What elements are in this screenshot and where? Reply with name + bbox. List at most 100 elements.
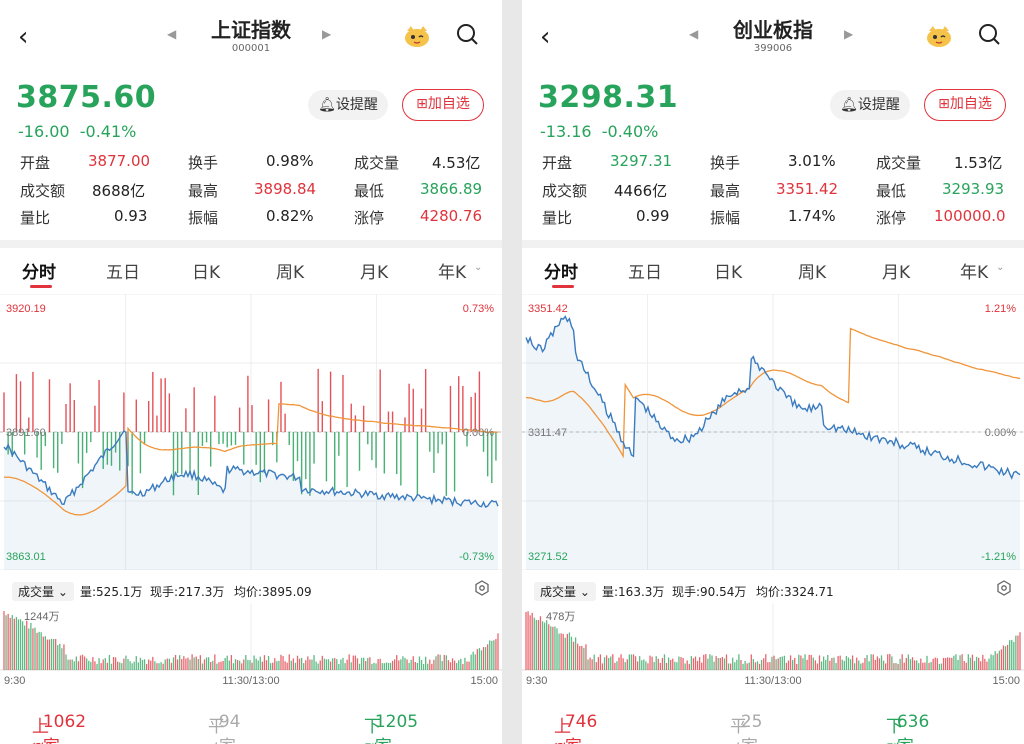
chevron-left-icon[interactable]: ‹ — [540, 22, 551, 52]
add-watchlist-button[interactable]: ⊞加自选 — [402, 89, 484, 121]
current-hand-value: 现手:217.3万 — [150, 585, 225, 599]
stat-label: 振幅 — [188, 209, 219, 227]
tab-yearly-k[interactable]: 年K — [960, 263, 989, 283]
stat-low: 3866.89 — [420, 180, 483, 198]
triangle-right-icon[interactable]: ▶ — [322, 27, 332, 41]
down-count: 下跌 1205家 — [364, 712, 419, 744]
price-area — [526, 316, 1020, 570]
avg-price-line — [525, 327, 1021, 459]
volume-dropdown[interactable]: 成交量 ⌄ — [12, 582, 74, 601]
bell-icon: 🔔︎ — [840, 97, 858, 113]
axis-bottom-price: 3271.52 — [528, 551, 568, 563]
tab-monthly-k[interactable]: 月K — [360, 263, 389, 283]
stat-label: 量比 — [20, 209, 51, 227]
stat-label: 最低 — [876, 182, 907, 200]
volume-info-bar: 成交量 ⌄ 量:525.1万 现手:217.3万 均价:3895.09 — [0, 576, 502, 602]
axis-bottom-pct: -1.21% — [981, 551, 1016, 563]
current-hand-value: 现手:90.54万 — [672, 585, 747, 599]
avg-price-value: 均价:3324.71 — [756, 585, 834, 599]
tab-5day[interactable]: 五日 — [628, 263, 662, 283]
volume-info-bar: 成交量 ⌄ 量:163.3万 现手:90.54万 均价:3324.71 — [522, 576, 1024, 602]
time-mid: 11:30/13:00 — [744, 675, 801, 687]
avg-price-line — [3, 403, 499, 516]
time-end: 15:00 — [992, 675, 1020, 687]
stat-high: 3898.84 — [254, 180, 317, 198]
stat-turnover: 0.98% — [266, 152, 314, 170]
stat-high: 3351.42 — [776, 180, 839, 198]
divider — [522, 240, 1024, 248]
volume-dropdown[interactable]: 成交量 ⌄ — [534, 582, 596, 601]
axis-top-price: 3920.19 — [6, 303, 46, 315]
stat-label: 开盘 — [542, 154, 573, 172]
axis-bottom-price: 3863.01 — [6, 551, 46, 563]
vol-max-label: 1244万 — [24, 611, 59, 623]
stat-label: 成交量 — [876, 154, 922, 172]
axis-bottom-pct: -0.73% — [459, 551, 494, 563]
avg-price-value: 均价:3895.09 — [234, 585, 312, 599]
hexagon-settings-icon[interactable] — [996, 580, 1012, 596]
stat-label: 成交额 — [542, 182, 588, 200]
set-alert-button[interactable]: 🔔︎设提醒 — [830, 90, 910, 120]
search-icon[interactable] — [977, 22, 1001, 46]
stat-label: 成交额 — [20, 182, 66, 200]
search-icon[interactable] — [455, 22, 479, 46]
tab-daily-k[interactable]: 日K — [714, 263, 743, 283]
volume-chart: 1244万 9:30 11:30/13:00 15:00 — [0, 604, 502, 687]
stat-label: 涨停 — [354, 209, 385, 227]
intraday-chart[interactable]: 3920.19 0.73% 3891.60 0.00% 3863.01 -0.73% — [0, 294, 502, 570]
stat-label: 成交量 — [354, 154, 400, 172]
price-change: -16.00 -0.41% — [18, 122, 137, 141]
axis-mid-price: 3311.47 — [528, 427, 567, 439]
plus-square-icon: ⊞ — [416, 96, 428, 112]
tab-yearly-k[interactable]: 年K — [438, 263, 467, 283]
volume-value: 量:525.1万 — [80, 585, 143, 599]
stat-open: 3297.31 — [610, 152, 673, 170]
triangle-right-icon[interactable]: ▶ — [844, 27, 854, 41]
volume-value: 量:163.3万 — [602, 585, 665, 599]
tab-monthly-k[interactable]: 月K — [882, 263, 911, 283]
set-alert-button[interactable]: 🔔︎设提醒 — [308, 90, 388, 120]
tab-intraday[interactable]: 分时 — [544, 263, 578, 283]
triangle-left-icon[interactable]: ◀ — [167, 27, 177, 41]
price-change: -13.16 -0.40% — [540, 122, 659, 141]
market-breadth: 上涨 1062家 平盘 94家 下跌 1205家 — [0, 704, 502, 744]
stat-amount: 4466亿 — [614, 182, 668, 200]
chevron-down-icon: ⌄ — [474, 262, 483, 273]
stat-turnover: 3.01% — [788, 152, 836, 170]
chart-tabs: 分时 五日 日K 周K 月K 年K ⌄ — [522, 256, 1024, 288]
axis-top-pct: 1.21% — [985, 303, 1016, 315]
header: ‹ ◀ 创业板指 399006 ▶ — [522, 0, 1024, 70]
stat-low: 3293.93 — [942, 180, 1005, 198]
mascot-icon[interactable] — [925, 24, 953, 48]
stat-ratio: 0.93 — [114, 207, 148, 225]
chevron-left-icon[interactable]: ‹ — [18, 22, 29, 52]
tab-weekly-k[interactable]: 周K — [798, 263, 827, 283]
down-count: 下跌 636家 — [886, 712, 930, 744]
add-watchlist-button[interactable]: ⊞加自选 — [924, 89, 1006, 121]
tab-daily-k[interactable]: 日K — [192, 263, 221, 283]
tab-weekly-k[interactable]: 周K — [276, 263, 305, 283]
axis-mid-pct: 0.00% — [463, 427, 494, 439]
tab-5day[interactable]: 五日 — [106, 263, 140, 283]
stat-limit: 100000.0 — [934, 207, 1006, 225]
flat-count: 平盘 94家 — [208, 712, 241, 744]
intraday-chart[interactable]: 3351.42 1.21% 3311.47 0.00% 3271.52 -1.21% — [522, 294, 1024, 570]
current-price: 3875.60 — [16, 80, 157, 115]
tab-intraday[interactable]: 分时 — [22, 263, 56, 283]
axis-mid-pct: 0.00% — [985, 427, 1016, 439]
time-start: 9:30 — [526, 675, 547, 687]
index-title: 创业板指 — [733, 18, 813, 42]
index-code: 000001 — [231, 43, 271, 54]
price-line — [3, 430, 499, 508]
chevron-down-icon: ⌄ — [996, 262, 1005, 273]
index-title: 上证指数 — [211, 18, 291, 42]
price-line — [525, 315, 1021, 480]
mascot-icon[interactable] — [403, 24, 431, 48]
up-count: 上涨 1062家 — [32, 712, 87, 744]
quote-panel-shanghai: ‹ ◀ 上证指数 000001 ▶ 3875.60 -16.00 -0.41% … — [0, 0, 502, 744]
chart-tabs: 分时 五日 日K 周K 月K 年K ⌄ — [0, 256, 502, 288]
stat-ratio: 0.99 — [636, 207, 670, 225]
time-end: 15:00 — [470, 675, 498, 687]
triangle-left-icon[interactable]: ◀ — [689, 27, 699, 41]
hexagon-settings-icon[interactable] — [474, 580, 490, 596]
